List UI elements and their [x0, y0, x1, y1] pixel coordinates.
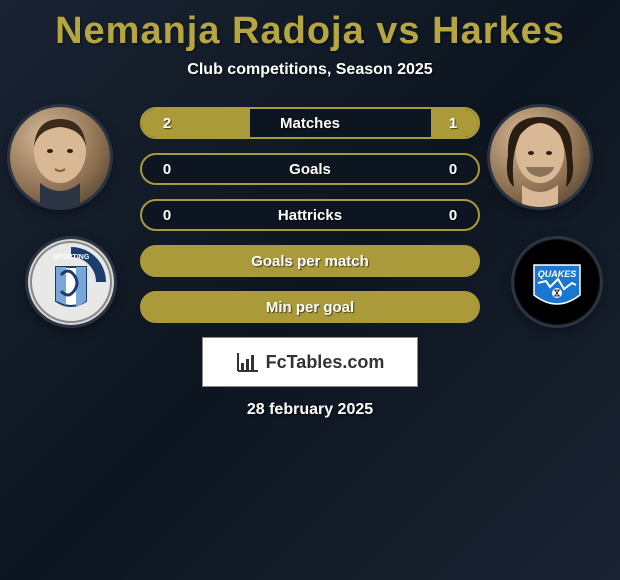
player-right-avatar: [490, 107, 590, 207]
player-right-face-icon: [490, 107, 590, 207]
stat-row-hattricks: 0 Hattricks 0: [140, 199, 480, 231]
watermark-text: FcTables.com: [266, 352, 385, 373]
svg-text:SPORTING: SPORTING: [53, 254, 90, 261]
stat-label: Goals per match: [142, 253, 478, 270]
stat-row-goals: 0 Goals 0: [140, 153, 480, 185]
stat-rows: 2 Matches 1 0 Goals 0 0 Hattricks 0 Goal…: [140, 107, 480, 323]
stat-label: Min per goal: [142, 299, 478, 316]
page-title: Nemanja Radoja vs Harkes: [0, 0, 620, 53]
stat-row-goals-per-match: Goals per match: [140, 245, 480, 277]
stat-row-min-per-goal: Min per goal: [140, 291, 480, 323]
sporting-badge-icon: SPORTING: [28, 239, 114, 325]
quakes-badge-icon: QUAKES: [514, 239, 600, 325]
subtitle: Club competitions, Season 2025: [0, 61, 620, 79]
chart-icon: [236, 351, 260, 373]
stat-right-value: 1: [428, 115, 478, 132]
stat-label: Matches: [192, 115, 428, 132]
date: 28 february 2025: [0, 401, 620, 419]
club-right-badge: QUAKES: [514, 239, 600, 325]
watermark[interactable]: FcTables.com: [202, 337, 418, 387]
svg-text:QUAKES: QUAKES: [538, 269, 577, 279]
stat-row-matches: 2 Matches 1: [140, 107, 480, 139]
comparison-panel: SPORTING QUAKES 2 Matches 1: [0, 107, 620, 419]
stat-right-value: 0: [428, 207, 478, 224]
stat-right-value: 0: [428, 161, 478, 178]
club-left-badge: SPORTING: [28, 239, 114, 325]
stat-label: Hattricks: [192, 207, 428, 224]
stat-label: Goals: [192, 161, 428, 178]
player-left-face-icon: [10, 107, 110, 207]
stat-left-value: 2: [142, 115, 192, 132]
stat-left-value: 0: [142, 161, 192, 178]
player-left-avatar: [10, 107, 110, 207]
stat-left-value: 0: [142, 207, 192, 224]
